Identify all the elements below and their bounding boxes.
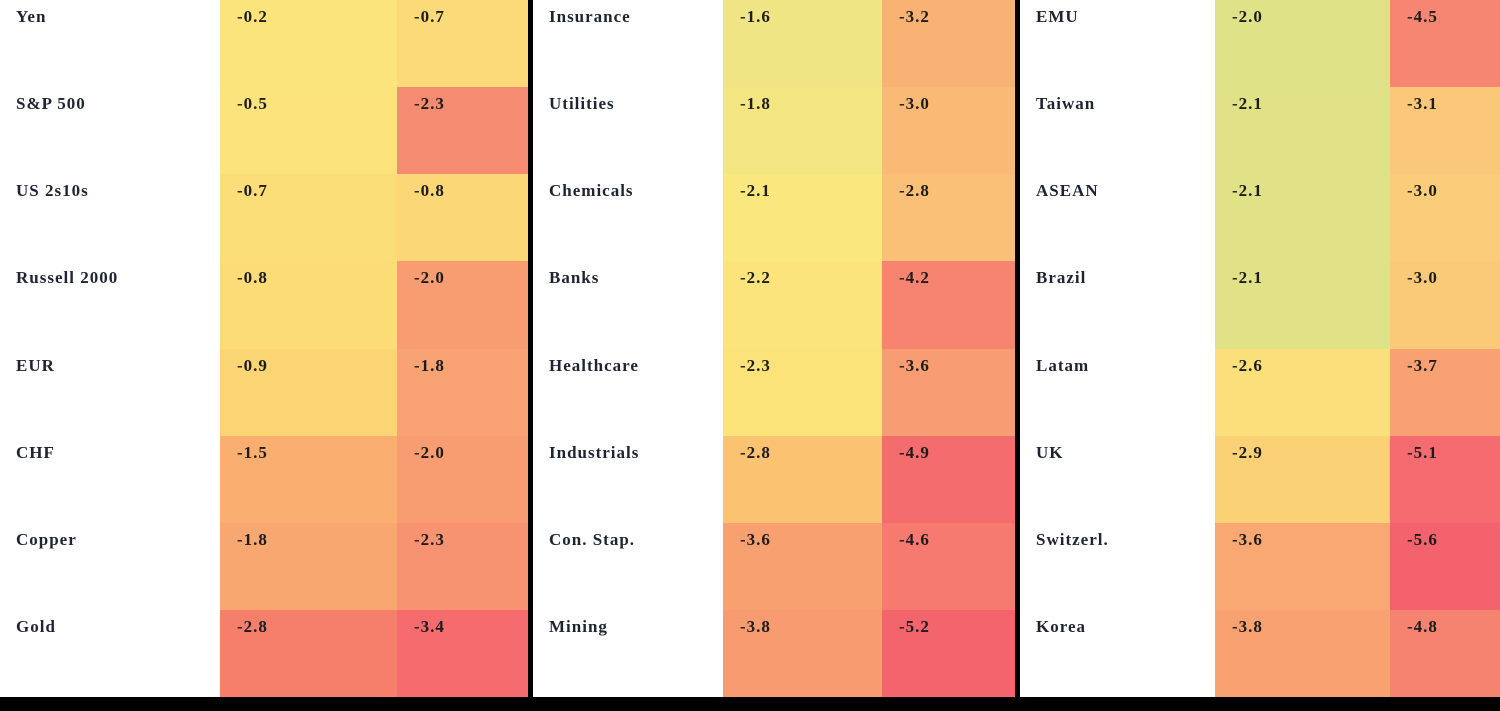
heatmap-cell: -3.6 bbox=[882, 348, 1015, 436]
row-label: Healthcare bbox=[533, 348, 723, 436]
heatmap-cell: -4.9 bbox=[882, 435, 1015, 523]
heatmap-cell: -1.5 bbox=[220, 435, 397, 523]
heatmap-cell: -3.2 bbox=[882, 0, 1015, 88]
row-label: Utilities bbox=[533, 87, 723, 175]
heatmap-cell: -3.8 bbox=[1215, 609, 1390, 697]
row-label: Taiwan bbox=[1020, 87, 1215, 175]
heatmap-cell: -2.1 bbox=[1215, 87, 1390, 175]
heatmap-cell: -1.8 bbox=[397, 348, 528, 436]
heatmap-cell: -3.0 bbox=[1390, 174, 1500, 262]
row-label: EMU bbox=[1020, 0, 1215, 88]
row-label: Korea bbox=[1020, 609, 1215, 697]
heatmap-cell: -5.6 bbox=[1390, 522, 1500, 610]
row-label: Mining bbox=[533, 609, 723, 697]
row-label: ASEAN bbox=[1020, 174, 1215, 262]
row-label: Switzerl. bbox=[1020, 522, 1215, 610]
heatmap-cell: -3.6 bbox=[723, 522, 882, 610]
heatmap-cell: -3.8 bbox=[723, 609, 882, 697]
heatmap-cell: -4.8 bbox=[1390, 609, 1500, 697]
heatmap-cell: -2.8 bbox=[220, 609, 397, 697]
heatmap-cell: -0.8 bbox=[397, 174, 528, 262]
heatmap-cell: -5.2 bbox=[882, 609, 1015, 697]
heatmap-cell: -2.2 bbox=[723, 261, 882, 349]
row-label: UK bbox=[1020, 435, 1215, 523]
row-label: Yen bbox=[0, 0, 220, 88]
heatmap-cell: -2.0 bbox=[397, 261, 528, 349]
heatmap-cell: -2.1 bbox=[1215, 174, 1390, 262]
bottom-border bbox=[0, 697, 1500, 711]
row-label: Latam bbox=[1020, 348, 1215, 436]
heatmap-cell: -0.8 bbox=[220, 261, 397, 349]
heatmap-cell: -2.3 bbox=[397, 87, 528, 175]
row-label: Insurance bbox=[533, 0, 723, 88]
heatmap-cell: -2.3 bbox=[397, 522, 528, 610]
row-label: Copper bbox=[0, 522, 220, 610]
row-label: S&P 500 bbox=[0, 87, 220, 175]
group-divider bbox=[1015, 0, 1020, 711]
row-label: Gold bbox=[0, 609, 220, 697]
heatmap-cell: -3.0 bbox=[882, 87, 1015, 175]
row-label: Con. Stap. bbox=[533, 522, 723, 610]
heatmap-cell: -1.8 bbox=[723, 87, 882, 175]
heatmap-cell: -3.4 bbox=[397, 609, 528, 697]
heatmap-cell: -0.9 bbox=[220, 348, 397, 436]
heatmap-cell: -5.1 bbox=[1390, 435, 1500, 523]
heatmap-cell: -4.6 bbox=[882, 522, 1015, 610]
heatmap-cell: -1.8 bbox=[220, 522, 397, 610]
heatmap-cell: -3.0 bbox=[1390, 261, 1500, 349]
heatmap-cell: -2.1 bbox=[1215, 261, 1390, 349]
row-label: Russell 2000 bbox=[0, 261, 220, 349]
heatmap-cell: -3.6 bbox=[1215, 522, 1390, 610]
heatmap-cell: -2.8 bbox=[882, 174, 1015, 262]
row-label: Industrials bbox=[533, 435, 723, 523]
heatmap-cell: -0.7 bbox=[397, 0, 528, 88]
row-label: US 2s10s bbox=[0, 174, 220, 262]
heatmap-cell: -2.3 bbox=[723, 348, 882, 436]
heatmap-cell: -2.6 bbox=[1215, 348, 1390, 436]
row-label: Brazil bbox=[1020, 261, 1215, 349]
heatmap-cell: -0.5 bbox=[220, 87, 397, 175]
row-label: Banks bbox=[533, 261, 723, 349]
group-regions: EMU -2.0 -4.5 Taiwan -2.1 -3.1 ASEAN -2.1 -3.0 Br… bbox=[1020, 0, 1500, 697]
row-label: Chemicals bbox=[533, 174, 723, 262]
heatmap-cell: -3.7 bbox=[1390, 348, 1500, 436]
heatmap-cell: -2.9 bbox=[1215, 435, 1390, 523]
row-label: CHF bbox=[0, 435, 220, 523]
group-markets: Yen -0.2 -0.7 S&P 500 -0.5 -2.3 US 2s10s -0.7 -0… bbox=[0, 0, 528, 697]
heatmap-cell: -0.7 bbox=[220, 174, 397, 262]
group-sectors: Insurance -1.6 -3.2 Utilities -1.8 -3.0 Chemic… bbox=[533, 0, 1015, 697]
heatmap-cell: -1.6 bbox=[723, 0, 882, 88]
heatmap-cell: -2.8 bbox=[723, 435, 882, 523]
group-divider bbox=[528, 0, 533, 711]
row-label: EUR bbox=[0, 348, 220, 436]
heatmap-cell: -2.1 bbox=[723, 174, 882, 262]
heatmap-cell: -4.5 bbox=[1390, 0, 1500, 88]
heatmap-cell: -0.2 bbox=[220, 0, 397, 88]
heatmap-cell: -2.0 bbox=[1215, 0, 1390, 88]
heatmap-cell: -4.2 bbox=[882, 261, 1015, 349]
heatmap-cell: -2.0 bbox=[397, 435, 528, 523]
heatmap-cell: -3.1 bbox=[1390, 87, 1500, 175]
